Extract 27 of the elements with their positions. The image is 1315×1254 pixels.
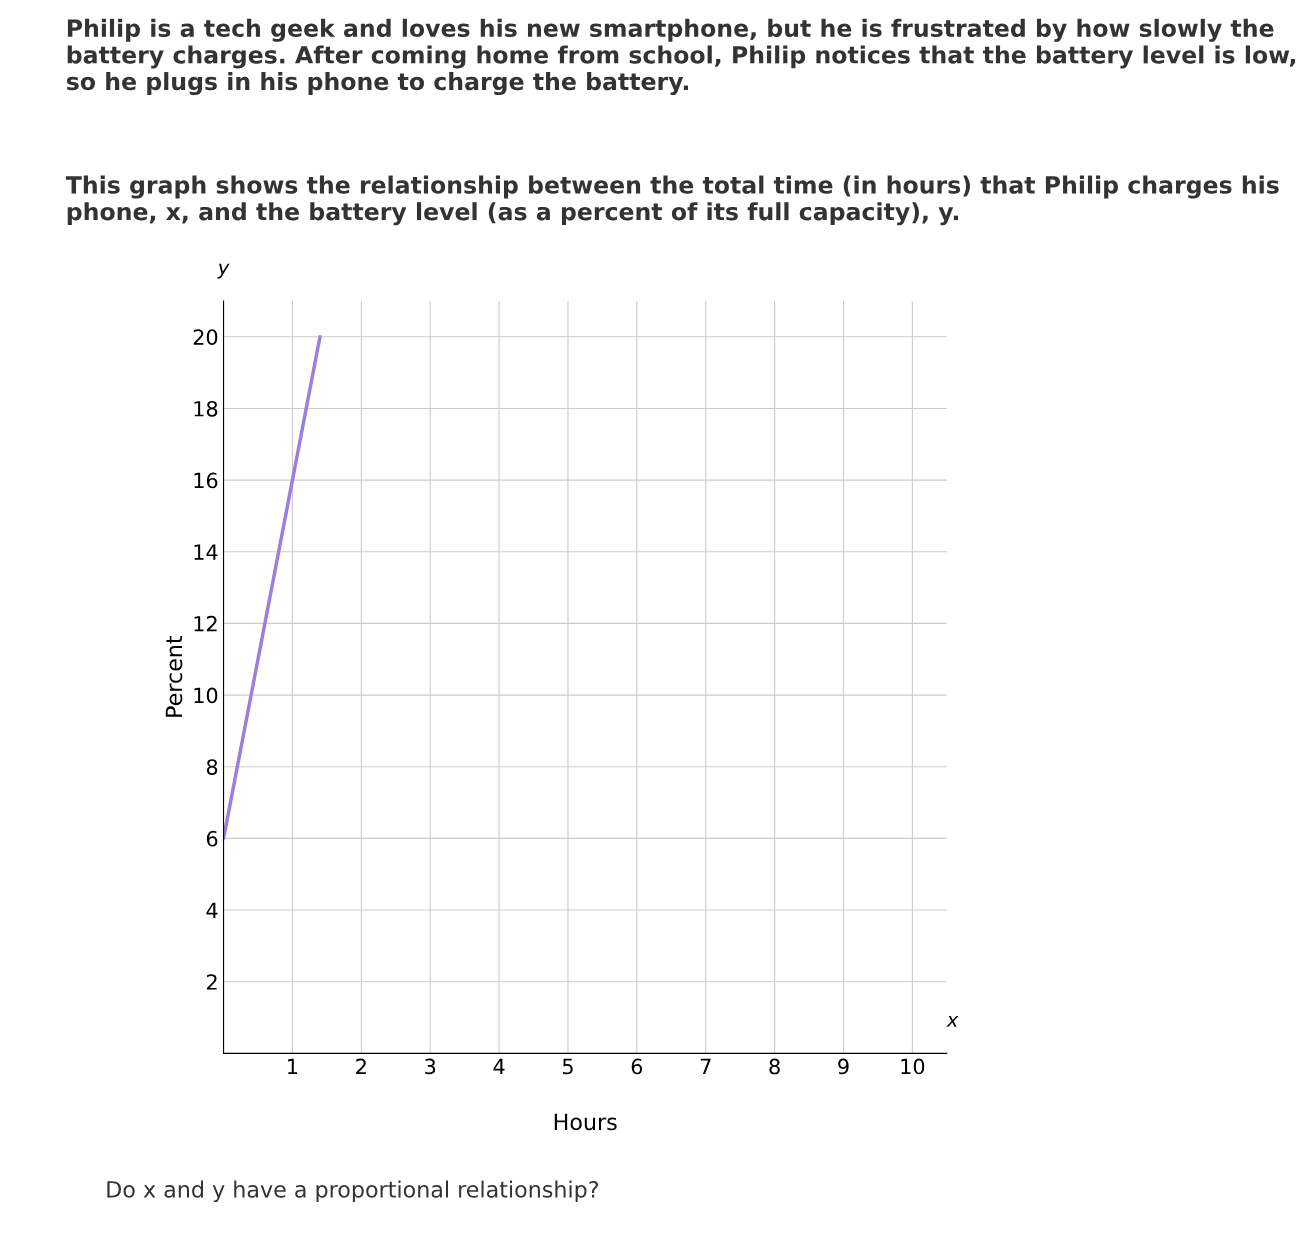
y-tick-label: 4: [206, 902, 218, 918]
x-tick-label: 7: [700, 1058, 711, 1075]
x-axis-title: Hours: [554, 1113, 617, 1131]
x-tick-label: 3: [425, 1058, 436, 1075]
annotation: x: [946, 1016, 959, 1027]
x-tick-label: 4: [493, 1058, 505, 1075]
text: Do x and y have a proportional relationship?: [107, 1180, 598, 1203]
x-tick-label: 2: [356, 1058, 366, 1075]
y-tick-label: 20: [193, 329, 218, 345]
y-axis-title: Percent: [165, 635, 183, 717]
text: y: [217, 263, 230, 279]
x-tick-label: 1: [288, 1058, 298, 1075]
x-tick-label: 8: [769, 1058, 780, 1075]
y-tick-label: 2: [206, 974, 217, 990]
chart-subtitle: This graph shows the relationship between the total time (in hours) that Philip charges his phone, x, and the battery level (as a percent of its full capacity), y.: [65, 175, 1279, 226]
y-tick-label: 6: [206, 830, 218, 847]
x-tick-label: 10: [901, 1058, 925, 1075]
y-tick-label: 18: [194, 400, 218, 417]
x-tick-label: 6: [631, 1058, 643, 1075]
y-tick-label: 16: [194, 472, 218, 489]
y-tick-label: 12: [194, 615, 217, 632]
y-tick-label: 8: [206, 759, 218, 775]
chart-title: Philip is a tech geek and loves his new smartphone, but he is frustrated by how slowly the battery charges. After coming home from school, Philip notices that the battery level is low, so he plugs in his phone to charge the battery.: [66, 18, 1296, 96]
y-tick-label: 10: [194, 687, 218, 704]
x-tick-label: 9: [838, 1058, 849, 1075]
y-tick-label: 14: [194, 544, 218, 560]
x-tick-label: 5: [562, 1058, 573, 1075]
